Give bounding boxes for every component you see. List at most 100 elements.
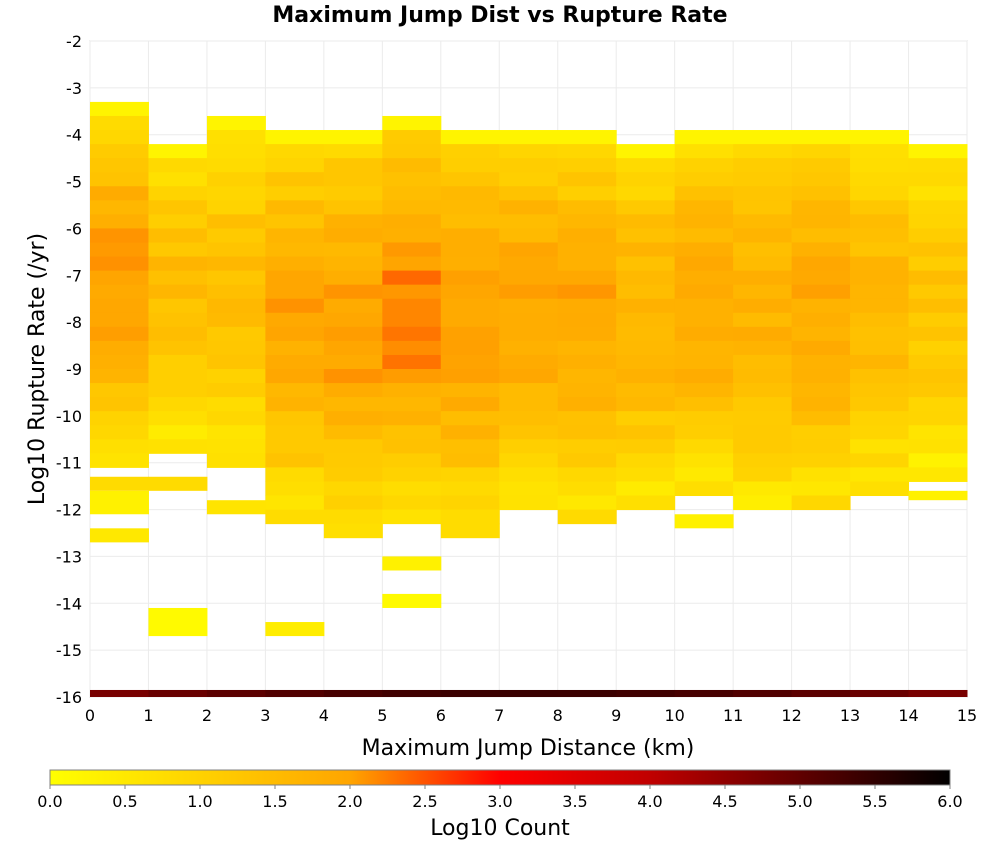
heatmap-cell — [791, 383, 851, 398]
heatmap-cell — [90, 284, 149, 300]
heatmap-cell — [206, 144, 266, 159]
y-tick-label: -5 — [66, 173, 82, 192]
heatmap-cell — [850, 270, 910, 286]
heatmap-cell — [382, 284, 442, 300]
band-cell — [440, 689, 500, 697]
heatmap-cell — [850, 200, 910, 215]
heatmap-cell — [206, 453, 266, 468]
heatmap-cell — [850, 144, 910, 159]
heatmap-cell — [499, 481, 559, 497]
heatmap-cell — [265, 144, 325, 159]
heatmap-cell — [908, 411, 968, 426]
heatmap-cell — [499, 326, 559, 342]
heatmap-cell — [733, 312, 793, 328]
x-tick-label: 1 — [143, 706, 153, 725]
heatmap-cell — [499, 439, 559, 454]
heatmap-cell — [440, 354, 500, 370]
heatmap-cell — [850, 326, 910, 342]
heatmap-cell — [674, 200, 734, 215]
heatmap-cell — [791, 298, 851, 314]
heatmap-cell — [382, 256, 442, 272]
colorbar-tick-label: 0.0 — [37, 792, 62, 811]
heatmap-cell — [674, 453, 734, 468]
heatmap-cell — [90, 115, 149, 131]
y-tick-label: -16 — [56, 688, 82, 707]
heatmap-cell — [265, 186, 325, 201]
heatmap-cell — [265, 481, 325, 497]
heatmap-cell — [382, 397, 442, 412]
heatmap-cell — [791, 439, 851, 454]
heatmap-cell — [206, 172, 266, 187]
heatmap-cell — [616, 340, 676, 356]
heatmap-cell — [908, 214, 968, 229]
heatmap-cell — [499, 495, 559, 511]
heatmap-cell — [148, 214, 208, 229]
heatmap-cell — [323, 326, 383, 342]
heatmap-cell — [616, 228, 676, 243]
heatmap-cell — [733, 214, 793, 229]
heatmap-cell — [440, 312, 500, 328]
heatmap-cell — [557, 425, 617, 440]
heatmap-cell — [616, 411, 676, 426]
heatmap-cell — [733, 467, 793, 482]
heatmap-cell — [733, 369, 793, 384]
heatmap-cell — [90, 453, 149, 468]
heatmap-cell — [265, 425, 325, 440]
band-cell — [265, 689, 325, 697]
heatmap-cell — [206, 200, 266, 215]
heatmap-cell — [908, 453, 968, 468]
heatmap-cell — [265, 495, 325, 511]
heatmap-cell — [499, 453, 559, 468]
y-tick-label: -6 — [66, 219, 82, 238]
heatmap-cell — [382, 158, 442, 173]
heatmap-cell — [265, 256, 325, 272]
heatmap-cell — [323, 228, 383, 243]
heatmap-cell — [791, 144, 851, 159]
heatmap-cell — [557, 411, 617, 426]
heatmap-cell — [733, 200, 793, 215]
heatmap-cell — [908, 256, 968, 272]
heatmap-cell — [440, 256, 500, 272]
heatmap-cell — [674, 256, 734, 272]
heatmap-cell — [265, 172, 325, 187]
y-tick-label: -8 — [66, 313, 82, 332]
heatmap-cell — [674, 312, 734, 328]
heatmap-cell — [616, 467, 676, 482]
heatmap-cell — [791, 172, 851, 187]
band-cell — [206, 689, 266, 697]
heatmap-cell — [557, 467, 617, 482]
heatmap-cell — [206, 130, 266, 145]
heatmap-cell — [557, 397, 617, 412]
chart-title: Maximum Jump Dist vs Rupture Rate — [272, 3, 727, 28]
x-tick-label: 8 — [553, 706, 563, 725]
heatmap-cell — [499, 186, 559, 201]
heatmap-cell — [90, 228, 149, 243]
heatmap-cell — [557, 298, 617, 314]
heatmap-cell — [148, 476, 208, 491]
x-tick-label: 5 — [377, 706, 387, 725]
heatmap-cell — [90, 130, 149, 145]
heatmap-cell — [148, 425, 208, 440]
heatmap-cell — [323, 439, 383, 454]
heatmap-cell — [557, 312, 617, 328]
colorbar-tick-label: 3.0 — [487, 792, 512, 811]
heatmap-cell — [440, 158, 500, 173]
heatmap-cell — [440, 326, 500, 342]
heatmap-cell — [908, 326, 968, 342]
heatmap-cell — [733, 256, 793, 272]
heatmap-cell — [323, 383, 383, 398]
heatmap-cell — [206, 354, 266, 370]
heatmap-cell — [323, 284, 383, 300]
heatmap-cell — [850, 411, 910, 426]
heatmap-cell — [323, 369, 383, 384]
heatmap-cell — [499, 354, 559, 370]
heatmap-cell — [440, 425, 500, 440]
heatmap-cell — [733, 144, 793, 159]
heatmap-cell — [557, 383, 617, 398]
heatmap-cell — [499, 200, 559, 215]
heatmap-cell — [733, 172, 793, 187]
heatmap-cell — [382, 467, 442, 482]
heatmap-cell — [850, 383, 910, 398]
y-tick-label: -12 — [56, 501, 82, 520]
heatmap-cell — [908, 467, 968, 482]
